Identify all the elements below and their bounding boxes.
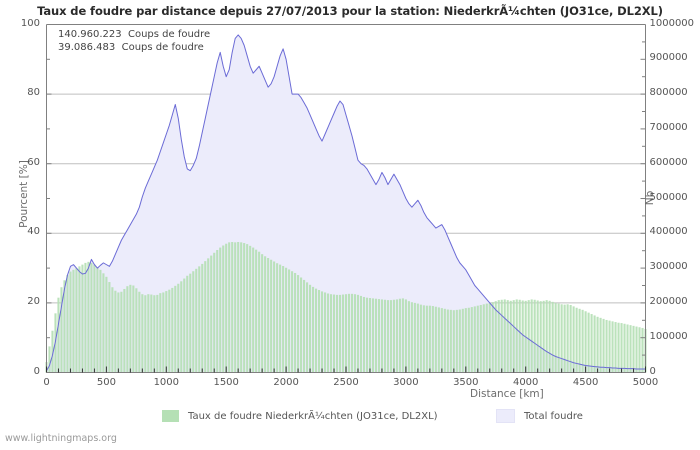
y-tick-right-100000: 100000 [649, 330, 688, 342]
y-tick-left-0: 0 [33, 365, 40, 377]
y-tick-left-20: 20 [27, 295, 40, 307]
x-tick-3000: 3000 [393, 376, 419, 388]
y-tick-left-100: 100 [20, 17, 40, 29]
x-tick-0: 0 [43, 376, 50, 388]
y-tick-right-0: 0 [649, 365, 656, 377]
y-tick-right-200000: 200000 [649, 295, 688, 307]
x-tick-1500: 1500 [213, 376, 239, 388]
y-tick-right-500000: 500000 [649, 191, 688, 203]
x-tick-1000: 1000 [153, 376, 180, 388]
y-tick-right-1000000: 1000000 [649, 17, 695, 29]
legend-swatch-blue [496, 409, 515, 423]
legend-label-blue: Total foudre [524, 410, 583, 422]
x-tick-5000: 5000 [632, 376, 659, 388]
y-tick-right-700000: 700000 [649, 121, 688, 133]
legend-swatch-green [162, 410, 179, 422]
legend-item-station-rate: Taux de foudre NiederkrÃ¼chten (JO31ce, … [162, 409, 438, 423]
y-tick-right-400000: 400000 [649, 226, 688, 238]
annotation-total-strokes: 140.960.223 Coups de foudre [58, 29, 211, 40]
x-tick-3500: 3500 [453, 376, 479, 388]
annotation-station-strokes: 39.086.483 Coups de foudre [58, 42, 204, 53]
x-tick-4500: 4500 [572, 376, 599, 388]
x-tick-2500: 2500 [333, 376, 359, 388]
legend-item-total: Total foudre [496, 409, 583, 423]
y-tick-left-60: 60 [27, 156, 40, 168]
x-tick-4000: 4000 [512, 376, 539, 388]
x-tick-2000: 2000 [273, 376, 299, 388]
legend-label-green: Taux de foudre NiederkrÃ¼chten (JO31ce, … [188, 410, 438, 422]
footer-url: www.lightningmaps.org [5, 433, 117, 444]
y-tick-left-80: 80 [27, 87, 40, 99]
y-tick-right-900000: 900000 [649, 52, 688, 64]
x-axis-label: Distance [km] [470, 388, 544, 400]
x-tick-500: 500 [96, 376, 116, 388]
page-title: Taux de foudre par distance depuis 27/07… [37, 4, 663, 18]
y-tick-right-800000: 800000 [649, 87, 688, 99]
y-tick-right-600000: 600000 [649, 156, 688, 168]
y-tick-right-300000: 300000 [649, 261, 688, 273]
y-tick-left-40: 40 [27, 226, 40, 238]
